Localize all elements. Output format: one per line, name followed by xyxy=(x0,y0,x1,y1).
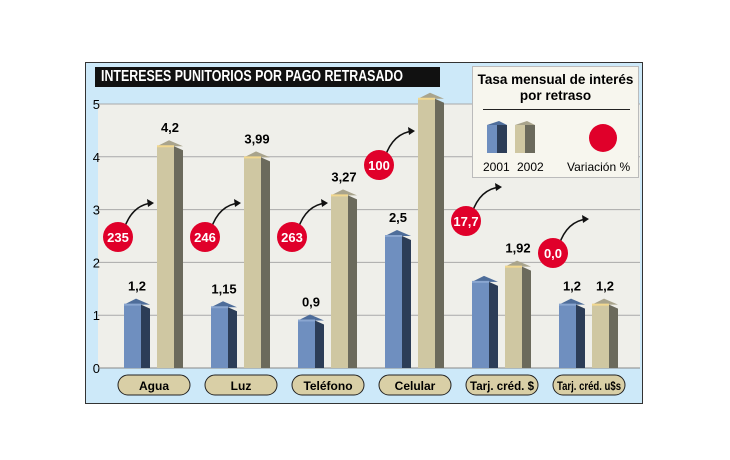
arrow-head-icon xyxy=(582,215,589,223)
category-pill xyxy=(465,374,539,396)
variation-circle xyxy=(103,222,133,252)
y-tick-label: 4 xyxy=(93,150,100,165)
y-tick-label: 2 xyxy=(93,255,100,270)
bar-top-2001 xyxy=(472,275,498,282)
variation-label: 17,7 xyxy=(453,214,478,229)
arrow-head-icon xyxy=(321,199,328,207)
arrow-head-icon xyxy=(408,127,415,135)
bar-2001 xyxy=(385,236,402,368)
bar-value-label: 1,2 xyxy=(128,279,146,294)
arrow-head-icon xyxy=(234,199,241,207)
category-label: Celular xyxy=(395,379,436,393)
legend-swatch-variation xyxy=(589,124,617,152)
bar-2001 xyxy=(124,304,141,368)
bar-2002 xyxy=(331,195,348,368)
legend-label-2002: 2002 xyxy=(517,160,544,174)
bar-2001 xyxy=(298,320,315,368)
legend-label-2001: 2001 xyxy=(483,160,510,174)
variation-label: 0,0 xyxy=(544,246,562,261)
legend: Tasa mensual de interés por retraso 2001… xyxy=(472,66,639,178)
variation-circle xyxy=(190,222,220,252)
variation-circle xyxy=(451,206,481,236)
bar-value-label: 3,27 xyxy=(331,169,356,184)
variation-label: 263 xyxy=(281,230,303,245)
category-pill xyxy=(204,374,278,396)
bar-2002 xyxy=(592,304,609,368)
legend-swatch-2002 xyxy=(515,121,535,153)
legend-divider xyxy=(483,109,630,110)
variation-label: 246 xyxy=(194,230,216,245)
legend-label-variation: Variación % xyxy=(567,160,631,174)
bar-top-2002 xyxy=(505,260,531,267)
category-pill xyxy=(117,374,191,396)
y-tick-label: 1 xyxy=(93,308,100,323)
bar-value-label: 1,2 xyxy=(596,279,614,294)
variation-label: 235 xyxy=(107,230,129,245)
chart-title-box: INTERESES PUNITORIOS POR PAGO RETRASADO xyxy=(95,67,440,87)
bar-2002 xyxy=(505,266,522,368)
bar-value-label: 3,99 xyxy=(244,131,269,146)
bar-2001 xyxy=(211,307,228,368)
bar-value-label: 1,2 xyxy=(563,279,581,294)
bar-top-2002 xyxy=(331,189,357,196)
variation-circle xyxy=(538,238,568,268)
bar-top-2002 xyxy=(592,298,618,305)
bar-2001 xyxy=(472,281,489,368)
category-pill xyxy=(378,374,452,396)
bar-top-2002 xyxy=(157,140,183,147)
variation-circle xyxy=(277,222,307,252)
category-pill xyxy=(552,374,626,396)
bar-2002 xyxy=(157,146,174,368)
y-tick-label: 0 xyxy=(93,361,100,376)
category-label: Luz xyxy=(231,379,252,393)
y-tick-label: 3 xyxy=(93,203,100,218)
bar-value-label: 0,9 xyxy=(302,294,320,309)
arrow-head-icon xyxy=(495,183,502,191)
bar-top-2001 xyxy=(211,301,237,308)
bar-top-2001 xyxy=(124,298,150,305)
bar-2002 xyxy=(418,98,435,368)
category-label: Agua xyxy=(139,379,169,393)
variation-circle xyxy=(364,150,394,180)
legend-title: Tasa mensual de interés por retraso xyxy=(477,72,634,103)
bar-top-2001 xyxy=(385,230,411,236)
bar-value-label: 2,5 xyxy=(389,210,407,225)
category-label: Tarj. créd. $ xyxy=(470,379,534,393)
bar-top-2002 xyxy=(244,151,270,158)
category-pill xyxy=(291,374,365,396)
bar-value-label: 1,15 xyxy=(211,281,236,296)
bar-2002 xyxy=(244,157,261,368)
category-label: Tarj. créd. u$s xyxy=(557,379,621,393)
bar-top-2001 xyxy=(298,314,324,321)
legend-swatch-2001 xyxy=(487,121,507,153)
bar-top-2001 xyxy=(559,298,585,305)
y-tick-label: 5 xyxy=(93,97,100,112)
variation-label: 100 xyxy=(368,158,390,173)
bar-value-label: 4,2 xyxy=(161,120,179,135)
bar-value-label: 1,92 xyxy=(505,241,530,256)
bar-2001 xyxy=(559,304,576,368)
chart-title: INTERESES PUNITORIOS POR PAGO RETRASADO xyxy=(101,68,404,85)
arrow-head-icon xyxy=(147,199,154,207)
category-label: Teléfono xyxy=(303,379,352,393)
bar-top-2002 xyxy=(418,92,444,99)
